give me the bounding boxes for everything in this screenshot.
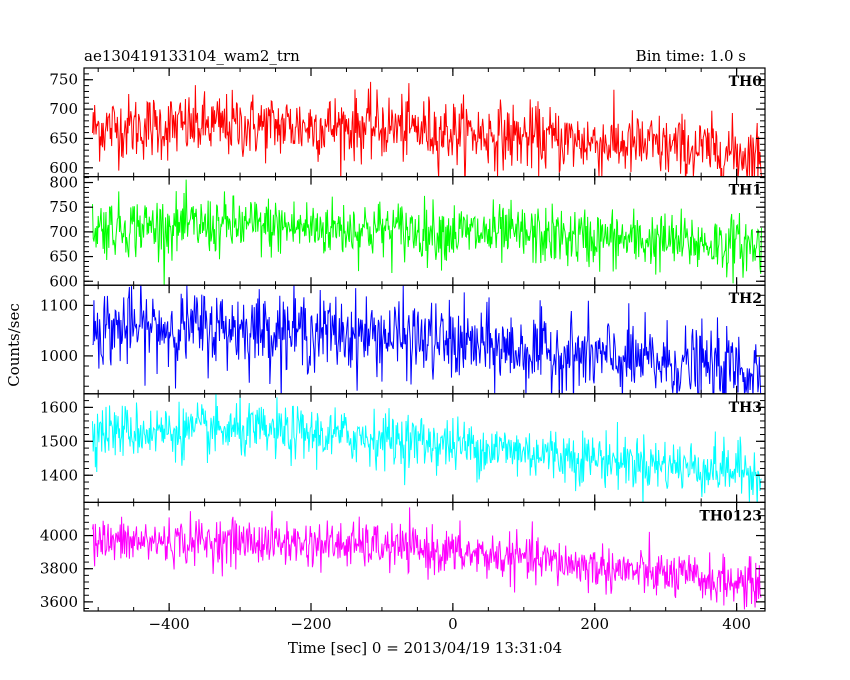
x-tick-label: −200: [290, 615, 331, 633]
y-tick-label: 3600: [40, 593, 78, 611]
x-axis-label: Time [sec] 0 = 2013/04/19 13:31:04: [288, 639, 562, 657]
y-tick-label: 600: [49, 159, 78, 177]
y-tick-label: 1400: [40, 466, 78, 484]
y-axis-label: Counts/sec: [5, 303, 23, 387]
panel-th0123: 3600 3800 4000 TH0123: [40, 501, 766, 612]
x-tick-label: −400: [149, 615, 190, 633]
panel-th3: 1400 1500 1600 TH3: [40, 393, 766, 503]
y-tick-label: 700: [49, 223, 78, 241]
series-label-th0123: TH0123: [699, 508, 762, 524]
y-tick-label: 4000: [40, 527, 78, 545]
plot-title: ae130419133104_wam2_trn: [84, 47, 300, 65]
series-line-th3: [92, 393, 762, 503]
bin-time-label: Bin time: 1.0 s: [636, 47, 746, 65]
y-tick-label: 1500: [40, 432, 78, 450]
y-tick-label: 700: [49, 100, 78, 118]
panel-th0: 600 650 700 750 TH0: [49, 67, 766, 178]
panels-group: 600 650 700 750 TH0 600 650 700 750 800 TH1 1000 110…: [40, 67, 766, 612]
series-line-th0: [92, 81, 762, 177]
y-tick-label: 1600: [40, 398, 78, 416]
series-line-th0123: [92, 507, 762, 610]
panel-frame: [83, 501, 766, 612]
series-label-th0: TH0: [729, 74, 763, 90]
y-tick-label: 650: [49, 248, 78, 266]
y-tick-label: 600: [49, 272, 78, 290]
panel-th2: 1000 1100 TH2: [40, 284, 766, 395]
x-tick-label: 400: [722, 615, 751, 633]
x-tick-label: 0: [448, 615, 458, 633]
y-tick-label: 3800: [40, 560, 78, 578]
x-axis: −400 −200 0 200 400: [149, 615, 751, 633]
y-tick-label: 1000: [40, 347, 78, 365]
y-tick-label: 650: [49, 129, 78, 147]
series-line-th1: [92, 179, 762, 286]
series-line-th2: [92, 285, 762, 394]
y-tick-label: 800: [49, 174, 78, 192]
y-tick-label: 750: [49, 198, 78, 216]
x-tick-label: 200: [580, 615, 609, 633]
series-label-th3: TH3: [729, 400, 762, 416]
y-tick-label: 750: [49, 71, 78, 89]
series-label-th1: TH1: [729, 183, 762, 199]
y-tick-label: 1100: [40, 296, 78, 314]
panel-th1: 600 650 700 750 800 TH1: [49, 174, 766, 290]
series-label-th2: TH2: [729, 291, 762, 307]
